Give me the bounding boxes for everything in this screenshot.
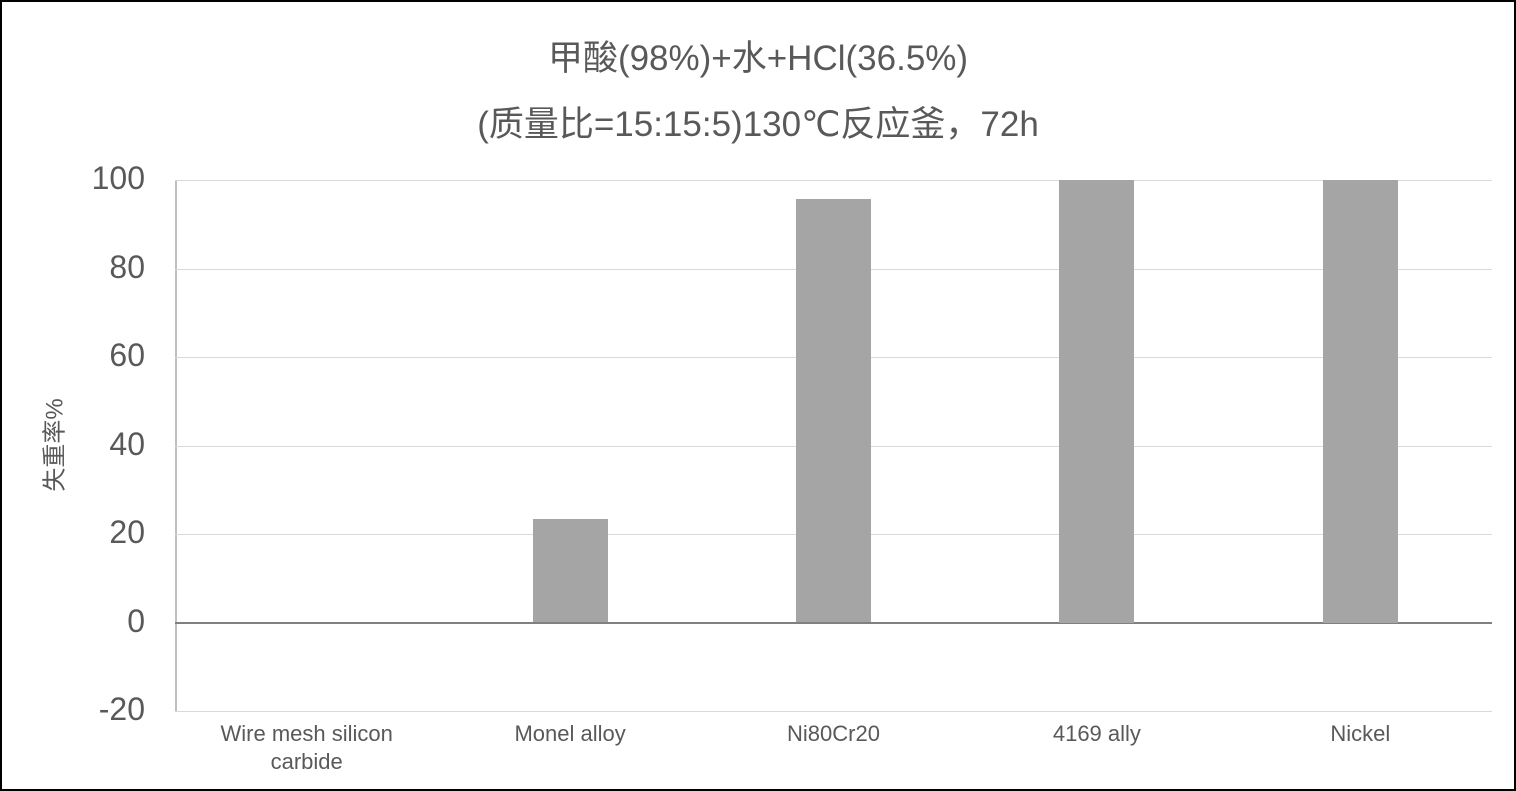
y-tick-label: 20 (109, 514, 145, 550)
plot-area (175, 180, 1492, 712)
y-tick-label: 0 (127, 602, 145, 639)
x-tick-label: Nickel (1330, 721, 1391, 746)
bar (532, 519, 608, 623)
x-tick-label: Monel alloy (514, 721, 626, 746)
y-tick-label: 60 (109, 337, 145, 373)
y-tick-label: -20 (98, 691, 145, 727)
y-tick-label: 100 (91, 160, 145, 196)
zero-baseline (175, 621, 1492, 624)
bar (1059, 180, 1135, 623)
y-tick-label: 80 (109, 248, 145, 285)
bar (1322, 180, 1398, 623)
y-tick-label: 40 (109, 425, 145, 462)
chart-title: 甲酸(98%)+水+HCl(36.5%) (547, 39, 969, 78)
x-tick-label: Wire mesh silicon carbide (220, 721, 393, 774)
gridline (175, 180, 1492, 181)
bar (796, 198, 871, 623)
x-tick-label: Ni80Cr20 (787, 721, 880, 746)
chart-subtitle: (质量比=15:15:5)130℃反应釜，72h (477, 105, 1039, 144)
y-axis-label: 失重率% (41, 398, 69, 492)
gridline (175, 711, 1492, 712)
x-tick-label: 4169 ally (1052, 721, 1141, 746)
